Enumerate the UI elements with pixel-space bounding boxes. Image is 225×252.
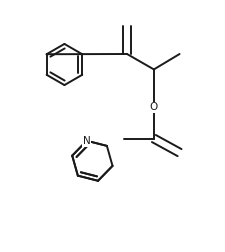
Text: N: N <box>83 136 91 146</box>
Text: O: O <box>150 103 158 112</box>
